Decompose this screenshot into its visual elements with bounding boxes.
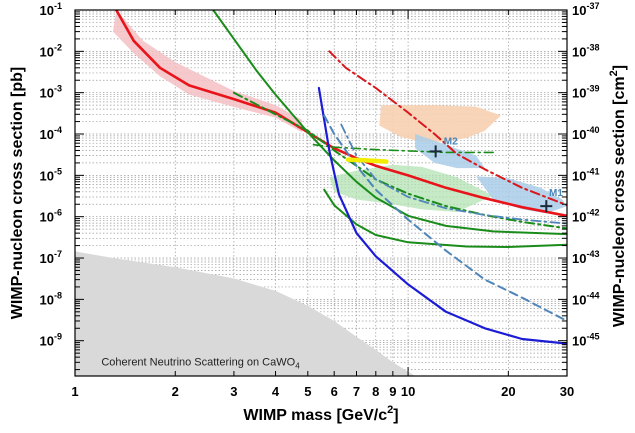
x-tick-label: 8 xyxy=(372,384,379,399)
series-line-7 xyxy=(328,50,567,207)
x-tick-label: 2 xyxy=(172,384,179,399)
x-tick-label: 3 xyxy=(230,384,237,399)
y-tick-label-right: 10-44 xyxy=(572,290,599,307)
x-tick-label: 1 xyxy=(71,384,78,399)
y-tick-label-right: 10-43 xyxy=(572,249,599,266)
y-tick-label-left: 10-6 xyxy=(40,208,62,225)
y-tick-label-left: 10-8 xyxy=(40,290,62,307)
y-axis-label-right: WIMP-nucleon cross section [cm2] xyxy=(608,65,628,327)
y-tick-label-left: 10-4 xyxy=(40,125,62,142)
x-tick-label: 20 xyxy=(501,384,515,399)
marker-m1 xyxy=(540,200,553,213)
series-line-1 xyxy=(212,10,567,236)
y-tick-label-right: 10-42 xyxy=(572,208,599,225)
y-tick-label-right: 10-39 xyxy=(572,84,599,101)
y-tick-label-right: 10-38 xyxy=(572,42,599,59)
x-tick-label: 10 xyxy=(401,384,415,399)
region-0 xyxy=(113,10,302,133)
x-tick-label: 6 xyxy=(331,384,338,399)
y-tick-label-left: 10-3 xyxy=(40,84,62,101)
series-line-5 xyxy=(317,86,567,345)
series-lines xyxy=(115,10,567,345)
series-line-2 xyxy=(323,188,567,248)
y-tick-label-right: 10-37 xyxy=(572,1,599,18)
series-line-6 xyxy=(323,114,567,322)
series-line-9 xyxy=(345,157,389,164)
plot-frame xyxy=(74,9,568,377)
y-tick-label-left: 10-1 xyxy=(40,1,62,18)
region-5 xyxy=(75,251,416,376)
y-tick-label-right: 10-45 xyxy=(572,332,599,349)
x-tick-label: 30 xyxy=(560,384,574,399)
x-tick-label: 4 xyxy=(272,384,280,399)
markers xyxy=(429,145,553,213)
y-axis-label-left: WIMP-nucleon cross section [pb] xyxy=(9,67,26,319)
tick-labels: 1 2 3 4 5 6 7 8 9 10 20 30 10-1 10-2 10-3 10-4 10-5 10-6 1… xyxy=(40,1,600,399)
y-tick-label-left: 10-5 xyxy=(40,166,62,183)
annotation-m2: M2 xyxy=(444,136,458,147)
series-line-0 xyxy=(115,10,567,218)
y-tick-label-left: 10-9 xyxy=(40,332,62,349)
x-axis-label: WIMP mass [GeV/c2] xyxy=(243,404,398,424)
marker-m2 xyxy=(429,145,442,158)
annotation-m1: M1 xyxy=(549,188,563,199)
x-tick-label: 9 xyxy=(389,384,396,399)
annotation-neutrino: Coherent Neutrino Scattering on CaWO4 xyxy=(101,357,300,371)
region-4 xyxy=(476,176,567,214)
x-tick-label: 7 xyxy=(353,384,360,399)
y-tick-label-right: 10-40 xyxy=(572,125,599,142)
x-tick-label: 5 xyxy=(304,384,311,399)
y-tick-label-left: 10-7 xyxy=(40,249,62,266)
ticks xyxy=(74,9,568,376)
y-tick-label-right: 10-41 xyxy=(572,166,599,183)
y-tick-label-left: 10-2 xyxy=(40,42,62,59)
